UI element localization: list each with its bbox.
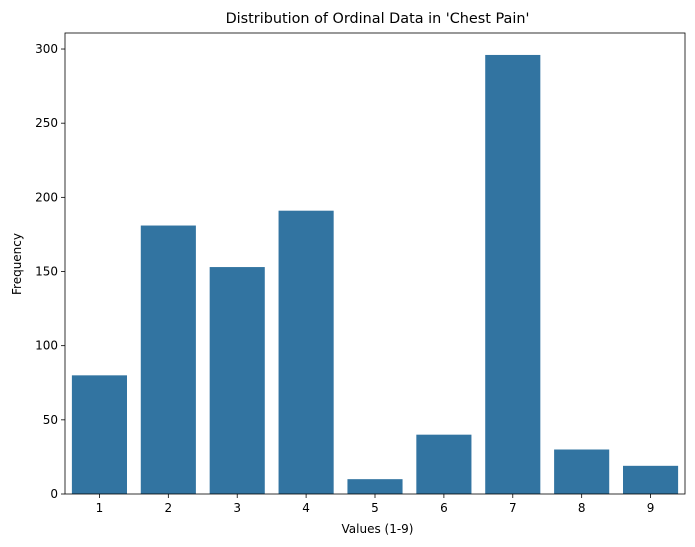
x-tick-label-8: 8 xyxy=(578,501,586,515)
y-axis-ticks: 0 50 100 150 200 250 300 xyxy=(35,42,65,501)
bar-7 xyxy=(485,54,541,494)
bar-1 xyxy=(71,375,127,494)
x-axis-label: Values (1-9) xyxy=(342,522,414,536)
x-tick-label-4: 4 xyxy=(302,501,310,515)
bar-9 xyxy=(623,465,679,494)
bar-2 xyxy=(140,225,196,494)
y-tick-label-50: 50 xyxy=(43,413,58,427)
x-tick-label-2: 2 xyxy=(165,501,173,515)
y-tick-label-250: 250 xyxy=(35,116,58,130)
bar-6 xyxy=(416,434,472,494)
y-axis-label: Frequency xyxy=(10,233,24,295)
y-tick-label-0: 0 xyxy=(50,487,58,501)
bar-3 xyxy=(209,267,265,494)
bar-5 xyxy=(347,479,403,494)
y-tick-label-300: 300 xyxy=(35,42,58,56)
plot-frame xyxy=(64,32,686,495)
y-tick-label-200: 200 xyxy=(35,190,58,204)
x-tick-label-5: 5 xyxy=(371,501,379,515)
x-tick-label-6: 6 xyxy=(440,501,448,515)
bars-group xyxy=(71,54,679,494)
bar-4 xyxy=(278,210,334,494)
x-axis-ticks: 1 2 3 4 5 6 7 8 9 xyxy=(96,494,655,515)
bar-8 xyxy=(554,449,610,494)
chart-title: Distribution of Ordinal Data in 'Chest P… xyxy=(226,11,530,27)
y-tick-label-150: 150 xyxy=(35,265,58,279)
x-tick-label-7: 7 xyxy=(509,501,517,515)
x-tick-label-9: 9 xyxy=(647,501,655,515)
x-tick-label-3: 3 xyxy=(233,501,241,515)
y-tick-label-100: 100 xyxy=(35,339,58,353)
x-tick-label-1: 1 xyxy=(96,501,104,515)
